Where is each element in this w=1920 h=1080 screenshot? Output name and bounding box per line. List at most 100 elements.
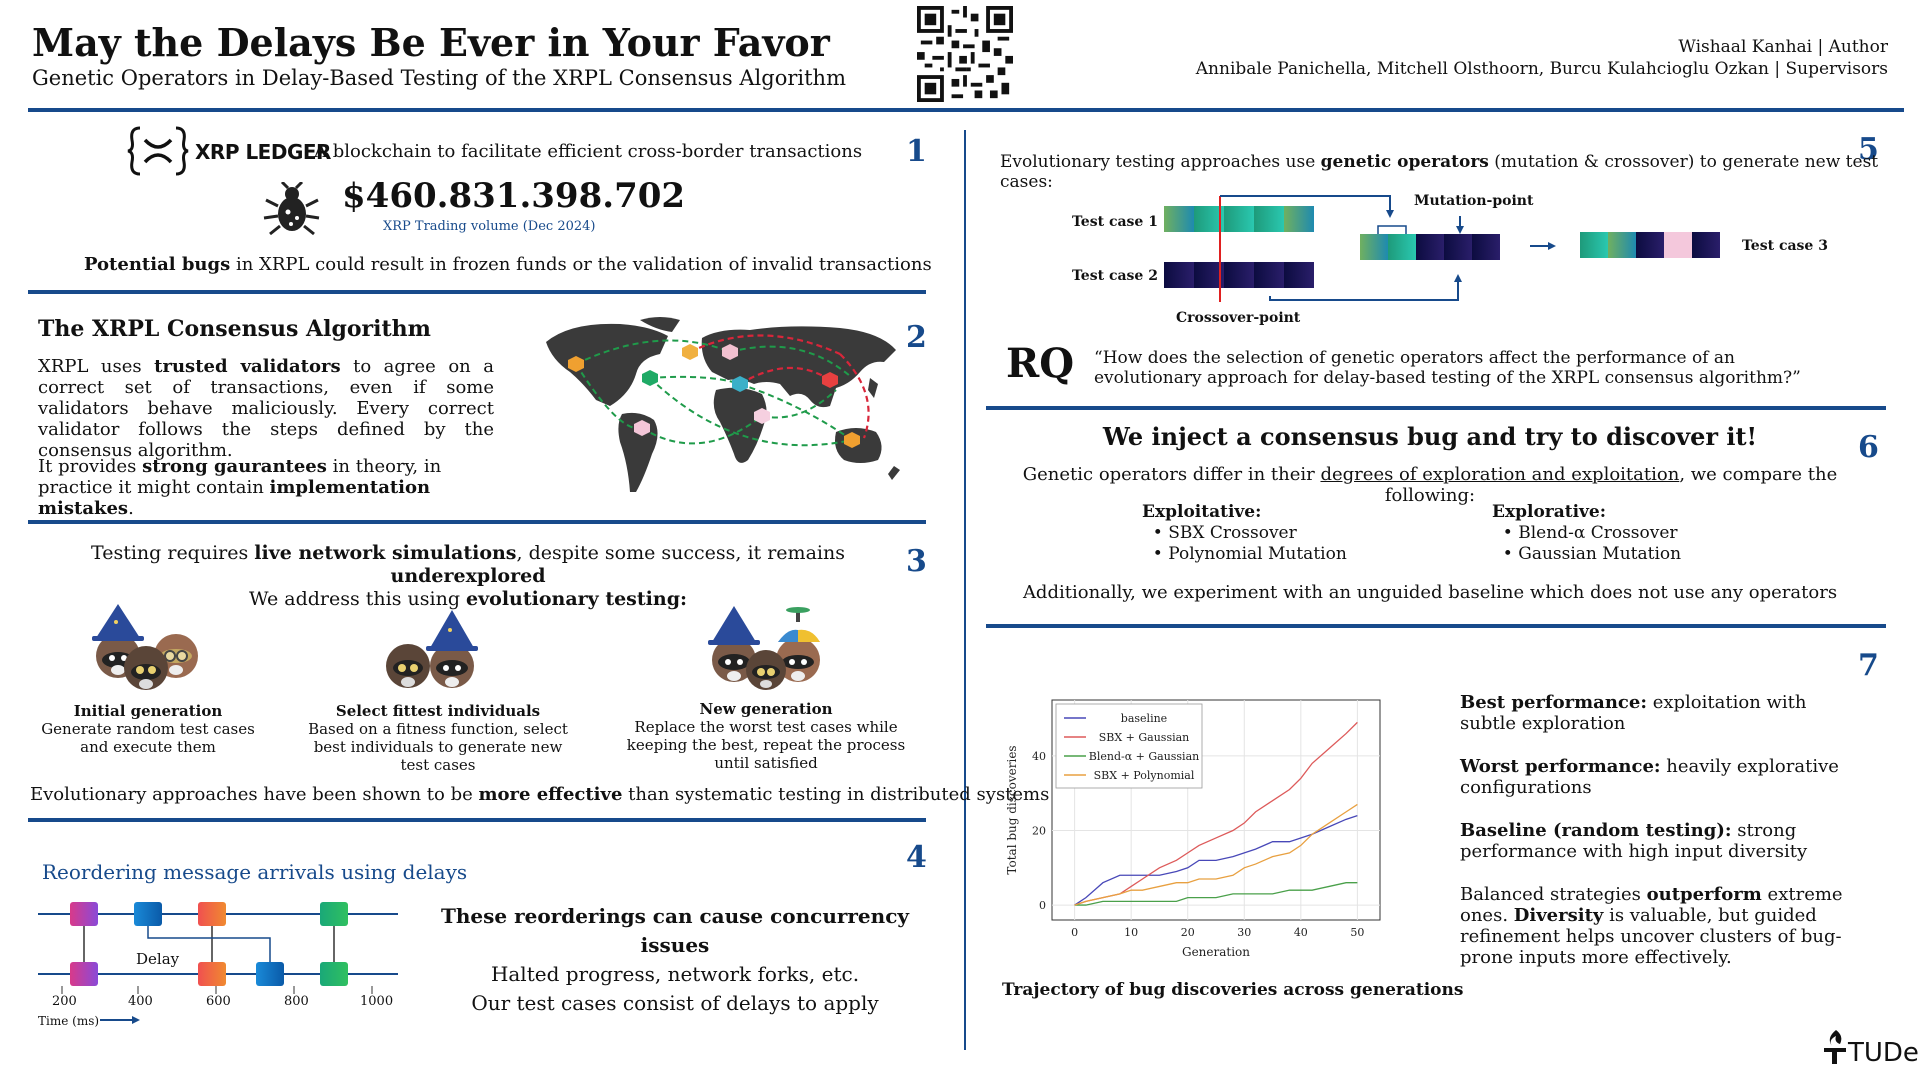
step-select-fittest: Select fittest individuals Based on a fi…	[298, 702, 578, 774]
author-block: Wishaal Kanhai | Author Annibale Paniche…	[1196, 36, 1888, 80]
xrp-logo-icon	[127, 126, 189, 176]
test-case-1-label: Test case 1	[1072, 214, 1158, 230]
exploitative-item: • SBX Crossover	[1142, 523, 1297, 543]
x-tick-label: 30	[1237, 926, 1251, 939]
tick-600: 600	[206, 994, 231, 1009]
section-number-3: 3	[906, 544, 927, 579]
series-line-1	[1074, 721, 1358, 906]
p2-b: strong gaurantees	[142, 456, 327, 477]
p1-b: trusted validators	[154, 356, 341, 377]
world-map-network	[546, 317, 900, 492]
tudelft-flame-icon	[1824, 1030, 1846, 1064]
xrp-volume-value: $460.831.398.702	[342, 176, 686, 216]
p2-c: in theory, in practice it might contain	[38, 456, 442, 498]
y-tick-label: 0	[1039, 899, 1046, 912]
operators-intro: Genetic operators differ in their degree…	[1022, 464, 1838, 506]
finding-best: Best performance: exploitation with subt…	[1460, 692, 1807, 734]
tick-200: 200	[52, 994, 77, 1009]
author-line: Wishaal Kanhai | Author	[1678, 37, 1888, 57]
testing-line-1: Testing requires live network simulation…	[91, 542, 845, 587]
genetic-operators-diagram	[1164, 195, 1720, 302]
finding-baseline: Baseline (random testing): strong perfor…	[1460, 820, 1808, 862]
step-3-desc: Replace the worst test cases while keepi…	[626, 718, 906, 772]
y-axis-label: Total bug discoveries	[1005, 745, 1019, 874]
step-new-generation: New generation Replace the worst test ca…	[612, 700, 920, 772]
divider-6	[986, 624, 1886, 628]
bugs-statement: Potential bugs in XRPL could result in f…	[84, 254, 932, 275]
consensus-paragraph-1: XRPL uses trusted validators to agree on…	[38, 356, 494, 461]
claim-concurrency: These reorderings can cause concurrency …	[440, 904, 909, 957]
test-case-2-label: Test case 2	[1072, 268, 1158, 284]
legend-label: SBX + Polynomial	[1094, 769, 1195, 782]
qr-code-icon[interactable]	[917, 6, 1013, 102]
xrp-logo-text: XRP LEDGER	[195, 140, 331, 164]
explorative-title: Explorative:	[1492, 502, 1607, 522]
header-divider	[28, 108, 1904, 112]
bugs-bold: Potential bugs	[84, 254, 231, 275]
divider-3	[28, 818, 926, 822]
finding-worst: Worst performance: heavily explorative c…	[1460, 756, 1839, 798]
bugs-rest: in XRPL could result in frozen funds or …	[230, 254, 932, 275]
explorative-item: • Gaussian Mutation	[1492, 544, 1682, 564]
x-tick-label: 10	[1124, 926, 1138, 939]
mutation-point-label: Mutation-point	[1414, 193, 1534, 209]
evolutionary-effectiveness: Evolutionary approaches have been shown …	[30, 784, 1050, 805]
consensus-heading: The XRPL Consensus Algorithm	[38, 316, 431, 342]
finding-balanced: Balanced strategies outperform extreme o…	[1460, 884, 1843, 968]
exploitative-title: Exploitative:	[1142, 502, 1262, 522]
poster-title: May the Delays Be Ever in Your Favor	[32, 20, 830, 65]
time-axis-label: Time (ms)	[38, 1014, 100, 1028]
p2-a: It provides	[38, 456, 143, 477]
divider-2	[28, 520, 926, 524]
step-2-title: Select fittest individuals	[335, 702, 541, 720]
x-axis-label: Generation	[1182, 945, 1250, 959]
reordering-heading: Reordering message arrivals using delays	[42, 860, 468, 884]
bug-icon	[263, 182, 320, 236]
explorative-list: Explorative: • Blend-α Crossover • Gauss…	[1492, 502, 1681, 565]
genetic-operators-intro: Evolutionary testing approaches use gene…	[1000, 152, 1879, 192]
step-1-desc: Generate random test cases and execute t…	[41, 720, 255, 756]
series-line-0	[1074, 814, 1358, 906]
delay-label: Delay	[136, 950, 180, 968]
divider-5	[986, 406, 1886, 410]
y-tick-label: 20	[1032, 825, 1046, 838]
x-tick-label: 50	[1350, 926, 1364, 939]
step-3-title: New generation	[699, 700, 833, 718]
raccoon-group-new-generation-icon	[708, 606, 820, 690]
test-case-3-label: Test case 3	[1742, 238, 1828, 254]
findings: Best performance: exploitation with subt…	[1460, 692, 1860, 968]
testing-statement: Testing requires live network simulation…	[28, 542, 908, 611]
p1-c: to agree on a correct set of transaction…	[38, 356, 494, 461]
chart-caption: Trajectory of bug discoveries across gen…	[1002, 980, 1464, 1000]
section-number-2: 2	[906, 320, 927, 355]
delay-timeline-diagram	[38, 902, 398, 1024]
tudelft-logo: TUDelft	[1848, 1038, 1920, 1068]
legend-label: baseline	[1121, 712, 1167, 725]
testing-line-2: We address this using evolutionary testi…	[249, 588, 687, 610]
step-initial-generation: Initial generation Generate random test …	[30, 702, 266, 756]
p1-a: XRPL uses	[38, 356, 155, 377]
tick-1000: 1000	[360, 994, 394, 1009]
raccoon-group-selection-icon	[386, 610, 478, 688]
claim-effects: Halted progress, network forks, etc.	[490, 962, 860, 986]
series-line-2	[1074, 882, 1358, 906]
consensus-paragraph-2: It provides strong gaurantees in theory,…	[38, 456, 494, 519]
x-tick-label: 0	[1071, 926, 1078, 939]
claim-test-cases: Our test cases consist of delays to appl…	[471, 991, 879, 1015]
exploitative-list: Exploitative: • SBX Crossover • Polynomi…	[1142, 502, 1347, 565]
p2-d: implementation mistakes	[38, 477, 431, 519]
bug-discovery-chart: 0 10 20 30 40 50 0 20 40 Generation Total bug disc…	[1005, 699, 1381, 959]
section-number-5: 5	[1858, 132, 1879, 167]
series-line-3	[1074, 803, 1358, 906]
step-1-title: Initial generation	[73, 702, 223, 720]
xrp-tagline: A blockchain to facilitate efficient cro…	[314, 141, 863, 162]
raccoon-group-initial-icon	[92, 604, 198, 690]
crossover-point-label: Crossover-point	[1176, 310, 1301, 326]
column-divider	[964, 130, 966, 1050]
section-number-7: 7	[1858, 648, 1879, 683]
tick-800: 800	[284, 994, 309, 1009]
poster-subtitle: Genetic Operators in Delay-Based Testing…	[32, 66, 846, 90]
supervisors-line: Annibale Panichella, Mitchell Olsthoorn,…	[1195, 59, 1888, 79]
legend-label: Blend-α + Gaussian	[1089, 750, 1199, 763]
tick-400: 400	[128, 994, 153, 1009]
